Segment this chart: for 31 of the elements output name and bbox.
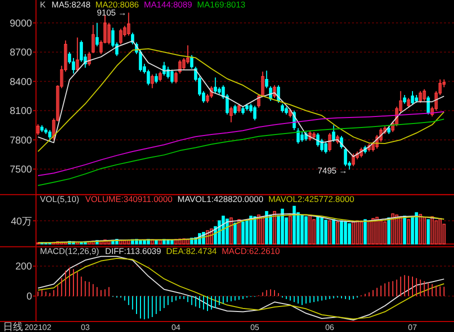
text: MACD:62.2610 <box>222 246 280 256</box>
x-tick-label: 07 <box>408 323 418 332</box>
text: MA20:8086 <box>95 0 140 10</box>
x-tick-label: 03 <box>80 323 90 332</box>
y-tick-label: 8700 <box>10 48 32 59</box>
x-axis-title: 日线 <box>3 321 23 332</box>
text: MA5:8248 <box>52 0 91 10</box>
annotation: 7495 → <box>318 166 348 176</box>
series-label: MAVOL1:428820.0000 <box>177 194 264 204</box>
text: DEA:82.4734 <box>166 246 217 256</box>
y-tick-label: 0 <box>26 292 32 303</box>
series-label: MAVOL2:425772.8000 <box>268 194 354 204</box>
x-tick-label: 05 <box>250 323 260 332</box>
text: MA144:8089 <box>144 0 192 10</box>
chart-title: K <box>40 0 46 10</box>
y-tick-label: 9000 <box>10 18 32 30</box>
chart-title: MACD(12,26,9) <box>40 246 100 256</box>
x-tick-label: 04 <box>172 323 181 332</box>
text: VOLUME:340911.0000 <box>85 194 173 204</box>
y-tick-label: 7500 <box>10 164 32 176</box>
y-tick-label: 8100 <box>10 106 32 118</box>
text: MA169:8013 <box>197 0 246 10</box>
x-tick-label: 06 <box>325 323 335 332</box>
x-tick-label: 202102 <box>24 323 52 332</box>
y-tick-label: 40万 <box>10 216 32 228</box>
y-tick-label: 7800 <box>10 135 32 146</box>
series-label: DIFF:113.6039 <box>105 246 162 256</box>
chart-title: VOL(5,10) <box>40 194 80 204</box>
y-tick-label: 8400 <box>10 76 32 88</box>
y-tick-label: 200 <box>15 262 32 273</box>
annotation: 9105 → <box>96 8 127 18</box>
